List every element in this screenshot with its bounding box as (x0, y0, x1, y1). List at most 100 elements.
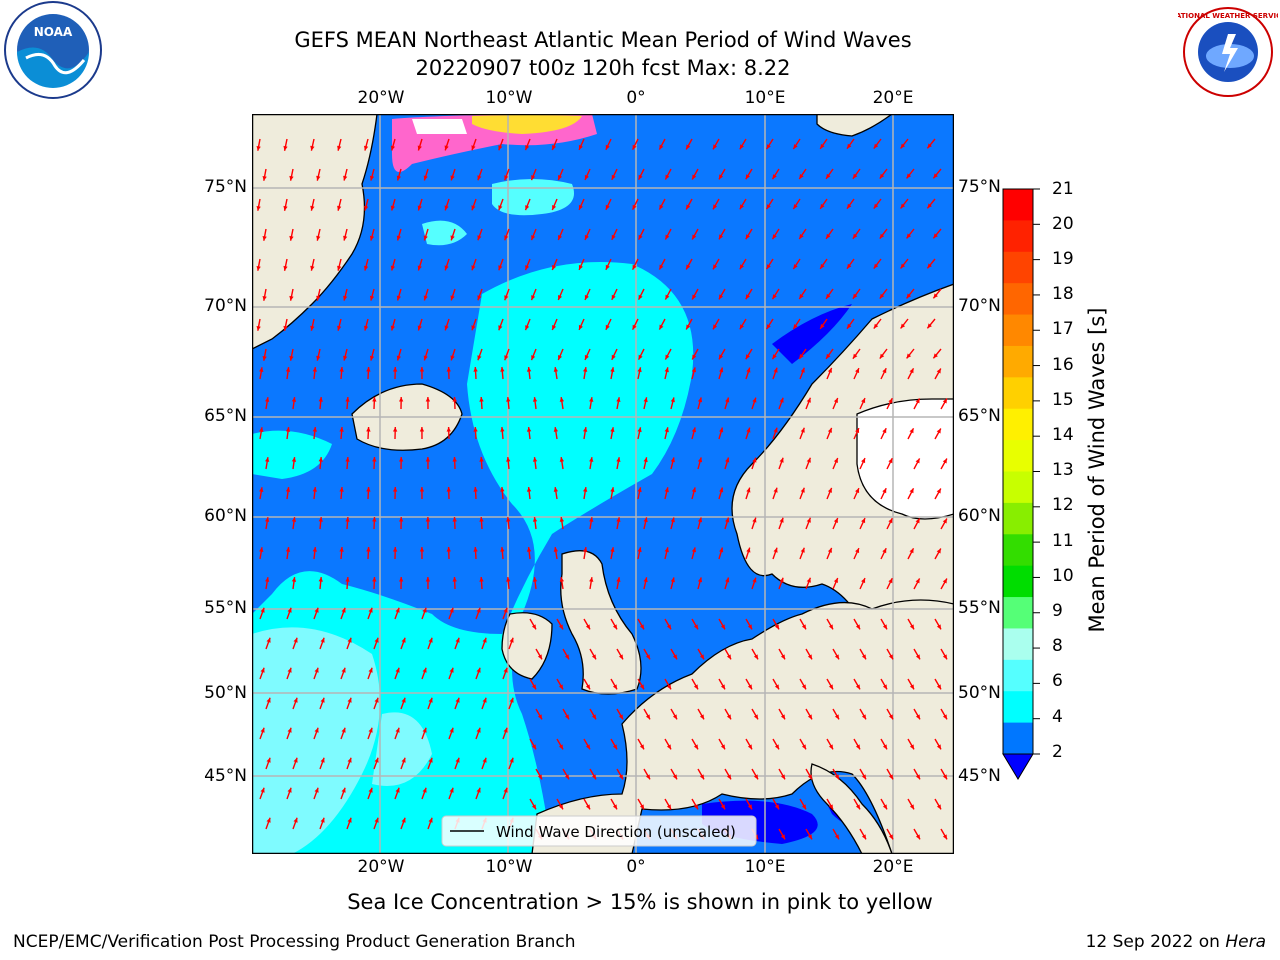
wind-wave-arrowhead (479, 397, 484, 402)
wind-wave-arrowhead (639, 624, 644, 630)
wind-wave-arrowhead (395, 787, 400, 793)
land-finland (856, 398, 954, 520)
wind-wave-arrowhead (473, 487, 478, 492)
wind-wave-arrowhead (293, 817, 298, 823)
colorbar (1002, 188, 1040, 780)
lat-label-left-3: 60°N (204, 506, 247, 526)
wind-wave-arrowhead (772, 174, 777, 180)
wind-wave-arrowhead (643, 577, 648, 583)
wind-wave-arrowhead (312, 367, 317, 372)
wind-wave-arrowhead (584, 234, 589, 240)
wind-wave-arrowhead (364, 325, 369, 331)
wind-wave-arrowhead (699, 714, 704, 720)
wind-wave-arrowhead (847, 323, 852, 329)
colorbar-tick-2: 19 (1052, 249, 1074, 269)
wind-wave-arrowhead (564, 774, 569, 780)
colorbar-band (1003, 408, 1033, 441)
wind-wave-arrowhead (645, 774, 650, 780)
wind-wave-arrowhead (266, 697, 271, 703)
wind-wave-arrowhead (345, 577, 350, 582)
wind-wave-arrowhead (793, 324, 798, 329)
wind-wave-arrowhead (396, 295, 401, 301)
wind-wave-arrowhead (611, 234, 616, 240)
wind-wave-arrowhead (639, 744, 644, 750)
colorbar-tick-3: 18 (1052, 284, 1074, 304)
wind-wave-arrowhead (933, 233, 938, 239)
wind-wave-arrowhead (801, 624, 806, 630)
wind-wave-arrowhead (476, 787, 481, 793)
wind-wave-arrowhead (753, 774, 758, 780)
wind-wave-arrowhead (605, 204, 610, 210)
colorbar-tick-8: 13 (1052, 460, 1074, 480)
lon-label-bottom-2: 0° (626, 857, 646, 877)
map-frame (252, 114, 954, 854)
wind-wave-arrowhead (686, 144, 691, 150)
wind-wave-arrowhead (909, 684, 914, 690)
wind-wave-arrowhead (509, 697, 514, 703)
land-ireland (501, 612, 553, 680)
colorbar-tick-15: 4 (1052, 707, 1063, 727)
wind-wave-arrowhead (589, 577, 594, 582)
wind-wave-arrowhead (393, 367, 398, 372)
wind-wave-arrowhead (746, 427, 751, 433)
wind-wave-arrowhead (800, 547, 805, 553)
wind-wave-arrowhead (927, 323, 932, 329)
wind-wave-arrowhead (900, 143, 906, 149)
wind-wave-arrowhead (855, 804, 860, 810)
wind-wave-arrowhead (584, 354, 589, 360)
wind-wave-arrowhead (888, 834, 893, 840)
wind-wave-arrowhead (659, 144, 664, 150)
wind-wave-arrowhead (583, 487, 588, 492)
wind-wave-arrowhead (504, 355, 509, 361)
wind-wave-arrowhead (827, 487, 832, 493)
wind-wave-arrowhead (610, 427, 615, 432)
wind-wave-arrowhead (341, 667, 346, 673)
wind-wave-arrowhead (745, 354, 750, 360)
wind-wave-arrowhead (725, 457, 730, 463)
wind-wave-arrowhead (801, 744, 806, 750)
wind-wave-arrowhead (552, 325, 557, 330)
wind-wave-arrowhead (422, 667, 427, 673)
wind-wave-arrowhead (479, 577, 484, 582)
wind-wave-arrowhead (915, 518, 920, 524)
wind-wave-arrowhead (852, 353, 858, 359)
lon-label-top-2: 0° (626, 88, 646, 108)
wind-wave-arrowhead (364, 205, 369, 211)
colorbar-tick-11: 10 (1052, 566, 1074, 586)
wind-wave-arrowhead (888, 518, 893, 524)
wind-wave-arrowhead (686, 324, 691, 330)
wind-wave-arrowhead (915, 774, 920, 780)
wind-wave-arrowhead (452, 397, 457, 402)
wind-wave-arrowhead (285, 487, 291, 492)
wind-wave-arrowhead (578, 204, 583, 210)
colorbar-band (1003, 251, 1033, 284)
wind-wave-arrowhead (719, 294, 724, 300)
wind-wave-arrowhead (852, 173, 858, 179)
wind-wave-arrowhead (506, 457, 511, 462)
wind-wave-arrowhead (285, 427, 291, 432)
lat-label-right-1: 70°N (958, 296, 1001, 316)
wind-wave-arrowhead (852, 233, 858, 239)
wind-wave-arrowhead (800, 487, 805, 493)
wind-wave-arrowhead (291, 397, 297, 402)
wind-wave-arrowhead (766, 264, 771, 270)
wind-wave-arrowhead (882, 548, 887, 554)
wind-wave-arrowhead (260, 727, 265, 733)
wind-wave-arrowhead (498, 325, 503, 331)
wind-wave-map: Wind Wave Direction (unscaled) (252, 114, 954, 854)
wind-wave-arrowhead (799, 294, 804, 299)
wind-wave-arrowhead (752, 577, 757, 583)
colorbar-tick-4: 17 (1052, 319, 1074, 339)
wind-wave-arrowhead (686, 204, 691, 210)
wind-wave-arrowhead (314, 727, 319, 733)
wind-wave-arrowhead (419, 427, 425, 432)
wind-wave-arrowhead (262, 296, 267, 301)
wind-wave-arrowhead (827, 427, 832, 433)
wind-wave-arrowhead (399, 397, 404, 402)
wind-wave-arrowhead (479, 517, 484, 522)
graticule (252, 114, 954, 854)
wind-wave-arrowhead (500, 487, 505, 492)
wind-wave-arrowhead (553, 427, 558, 432)
wind-wave-arrowhead (425, 577, 431, 582)
wind-wave-arrowhead (532, 517, 538, 522)
